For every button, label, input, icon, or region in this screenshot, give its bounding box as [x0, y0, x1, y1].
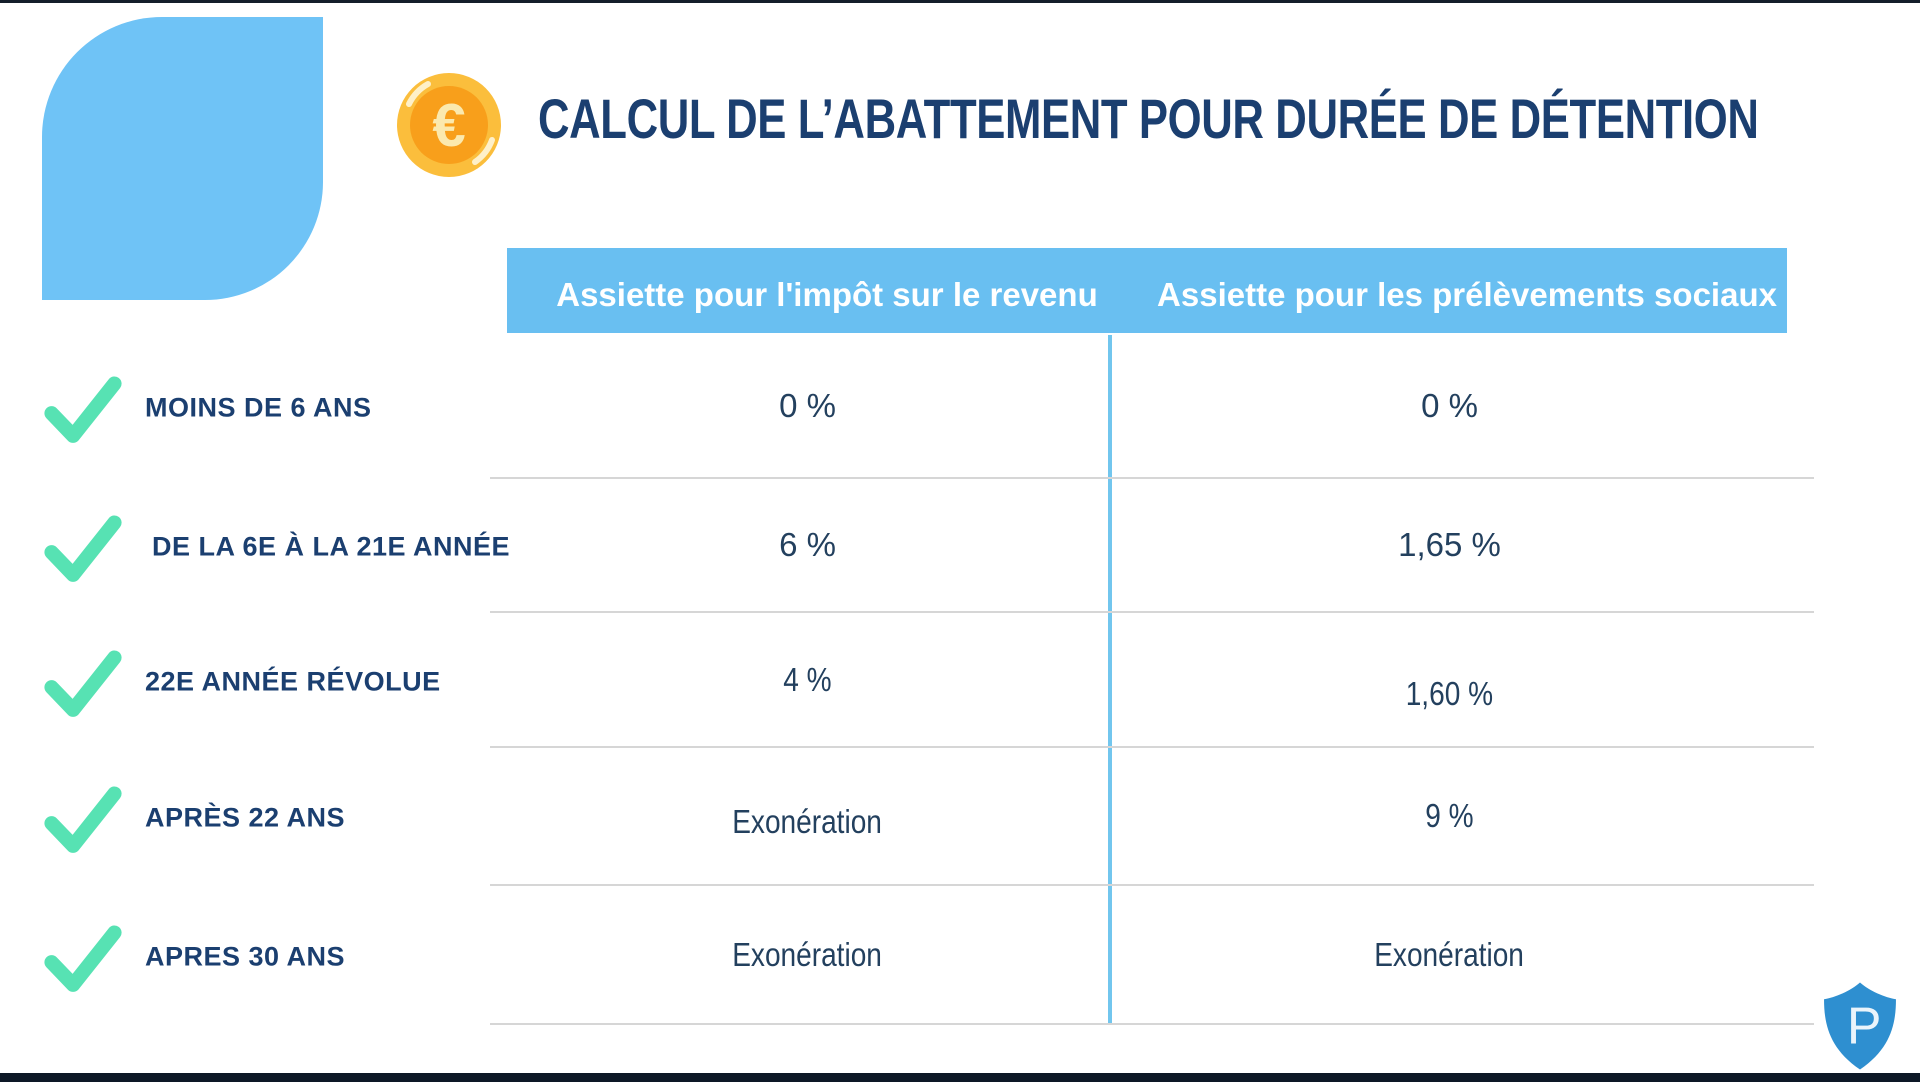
table-header-row: Assiette pour l'impôt sur le revenu Assi… [507, 248, 1787, 333]
column-header-income-tax: Assiette pour l'impôt sur le revenu [556, 275, 1098, 313]
cell-social-levies: 9 % [1425, 797, 1474, 834]
checkmark-icon [44, 515, 122, 582]
row-divider [490, 1023, 1814, 1025]
cell-income-tax: Exonération [732, 803, 883, 840]
decorative-leaf-shape [42, 17, 323, 300]
cell-income-tax: 0 % [779, 387, 836, 424]
shield-p-logo: P [1824, 982, 1896, 1070]
cell-social-levies: 1,65 % [1398, 526, 1501, 563]
row-label: APRES 30 ANS [145, 940, 346, 971]
euro-symbol: € [432, 92, 465, 159]
checkmark-icon [44, 924, 122, 992]
cell-social-levies: 1,60 % [1405, 674, 1494, 712]
table-row: APRES 30 ANS Exonération Exonération [0, 886, 1920, 1023]
column-separator-line [1108, 335, 1112, 1024]
column-header-social-levies: Assiette pour les prélèvements sociaux [1157, 275, 1777, 313]
row-divider [490, 611, 1814, 613]
cell-social-levies: Exonération [1374, 935, 1525, 973]
row-label: DE LA 6E À LA 21E ANNÉE [152, 531, 511, 562]
checkmark-icon [44, 649, 122, 717]
checkmark-icon [44, 376, 122, 443]
table-row: 22E ANNÉE RÉVOLUE 4 % 1,60 % [0, 613, 1920, 746]
cell-income-tax: Exonération [732, 935, 883, 973]
row-divider [490, 477, 1814, 479]
table-row: APRÈS 22 ANS Exonération 9 % [0, 748, 1920, 884]
logo-letter: P [1847, 997, 1882, 1055]
row-divider [490, 884, 1814, 886]
cell-income-tax: 4 % [783, 660, 832, 698]
table-row: MOINS DE 6 ANS 0 % 0 % [0, 335, 1920, 477]
row-divider [490, 746, 1814, 748]
euro-coin-icon: € [397, 73, 501, 177]
checkmark-icon [44, 786, 122, 853]
page-title: CALCUL DE L’ABATTEMENT POUR DURÉE DE DÉT… [538, 87, 1759, 150]
footer-bar [0, 1073, 1920, 1082]
row-label: MOINS DE 6 ANS [145, 392, 372, 423]
row-label: APRÈS 22 ANS [145, 802, 346, 833]
cell-social-levies: 0 % [1421, 387, 1478, 424]
row-label: 22E ANNÉE RÉVOLUE [145, 665, 441, 696]
table-row: DE LA 6E À LA 21E ANNÉE 6 % 1,65 % [0, 479, 1920, 611]
cell-income-tax: 6 % [779, 526, 836, 563]
